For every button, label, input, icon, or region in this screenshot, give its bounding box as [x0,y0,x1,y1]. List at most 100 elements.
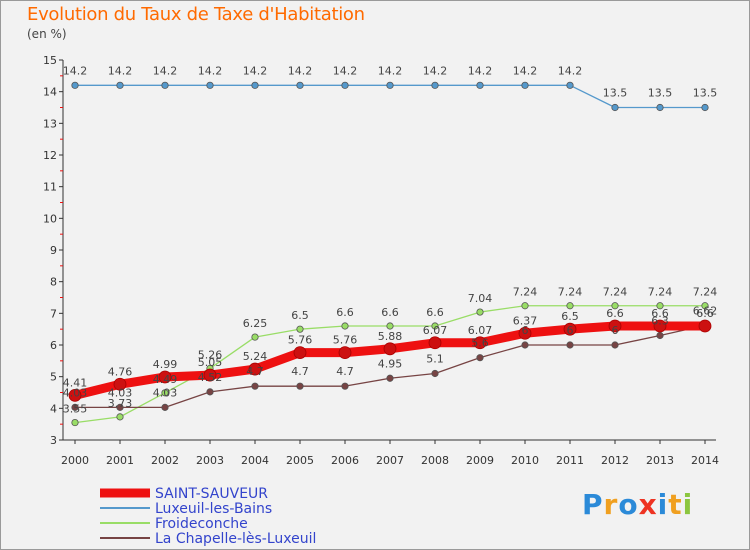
data-label: 5.6 [471,337,489,350]
data-point [701,302,709,310]
data-label: 14.2 [243,64,268,77]
data-label: 13.5 [648,87,673,100]
data-label: 14.2 [333,64,358,77]
data-point [71,81,79,89]
data-label: 4.52 [198,371,223,384]
x-tick-label: 2005 [286,454,314,467]
data-label: 4.41 [63,376,88,389]
data-label: 6.5 [291,309,309,322]
y-tick-label: 9 [50,244,57,257]
data-label: 14.2 [198,64,223,77]
y-tick-label: 13 [43,117,57,130]
data-label: 7.24 [603,286,628,299]
data-label: 7.24 [558,286,583,299]
data-label: 14.2 [423,64,448,77]
data-label: 6.62 [693,304,718,317]
data-point [251,333,259,341]
x-tick-label: 2002 [151,454,179,467]
y-tick-label: 10 [43,212,57,225]
data-point [386,322,394,330]
data-label: 4.7 [246,365,264,378]
x-tick-label: 2013 [646,454,674,467]
x-tick-label: 2000 [61,454,89,467]
data-point [296,81,304,89]
data-label: 6 [612,324,619,337]
data-label: 6.6 [381,306,399,319]
x-tick-label: 2001 [106,454,134,467]
data-label: 5.76 [288,334,313,347]
data-label: 6.37 [513,314,538,327]
data-point [386,374,394,382]
data-label: 6.6 [336,306,354,319]
data-label: 6.3 [651,315,669,328]
data-point [476,354,484,362]
x-tick-label: 2006 [331,454,359,467]
data-point [116,403,124,411]
data-label: 5.24 [243,350,268,363]
data-point [656,302,664,310]
data-point [341,382,349,390]
data-point [248,362,262,376]
data-point [341,322,349,330]
data-point [431,322,439,330]
data-label: 7.24 [513,286,538,299]
y-tick-label: 11 [43,181,57,194]
y-tick-label: 8 [50,276,57,289]
data-point [476,308,484,316]
x-tick-label: 2007 [376,454,404,467]
legend-label-0: SAINT-SAUVEUR [155,486,268,502]
logo-letter: i [682,488,694,521]
data-label: 4.03 [63,386,88,399]
data-point [206,81,214,89]
x-tick-label: 2008 [421,454,449,467]
data-label: 6.25 [243,317,268,330]
data-point [566,81,574,89]
data-label: 6 [567,324,574,337]
data-point [158,370,172,384]
data-point [566,341,574,349]
data-label: 6 [522,324,529,337]
data-label: 14.2 [63,64,88,77]
data-label: 5.88 [378,330,403,343]
unit-label: (en %) [27,27,67,41]
data-point [656,103,664,112]
chart-title: Evolution du Taux de Taxe d'Habitation [27,4,365,25]
logo-letter: i [657,488,669,521]
data-label: 13.5 [603,87,628,100]
logo-letter: o [618,488,639,521]
data-label: 4.7 [291,365,309,378]
proxiti-logo: Proxiti [582,488,693,521]
data-point [608,319,622,333]
x-tick-label: 2011 [556,454,584,467]
data-label: 14.2 [108,64,133,77]
data-point [161,81,169,89]
data-label: 6.6 [651,307,669,320]
data-label: 4.95 [378,357,403,370]
legend-label-3: La Chapelle-lès-Luxeuil [155,531,316,547]
data-label: 14.2 [513,64,538,77]
data-point [611,103,619,112]
data-label: 4.03 [108,386,133,399]
data-point [653,319,667,333]
data-point [521,341,529,349]
y-tick-label: 6 [50,339,57,352]
data-label: 6.6 [696,307,714,320]
data-point [71,418,79,427]
data-point [386,81,394,89]
data-point [521,302,529,310]
data-point [293,346,307,360]
data-point [161,389,169,397]
y-tick-label: 14 [43,86,57,99]
y-tick-label: 7 [50,307,57,320]
data-label: 5.1 [426,353,444,366]
data-point [611,302,619,310]
x-tick-label: 2004 [241,454,269,467]
data-point [203,368,217,382]
data-point [521,81,529,89]
legend-label-2: Froideconche [155,516,248,532]
data-point [296,325,304,333]
logo-letter: r [603,488,619,521]
data-point [563,322,577,336]
data-point [71,403,79,411]
